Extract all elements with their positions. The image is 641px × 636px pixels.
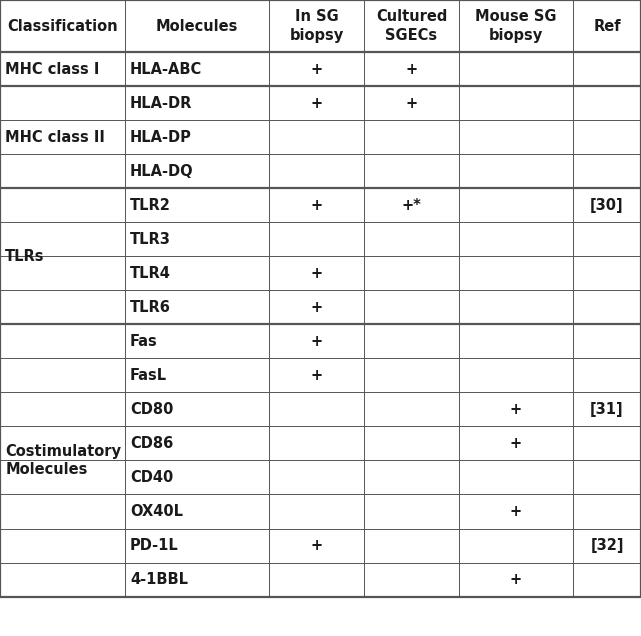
- Text: TLR3: TLR3: [130, 232, 171, 247]
- Text: PD-1L: PD-1L: [130, 538, 179, 553]
- Text: +: +: [311, 334, 322, 349]
- Text: +*: +*: [401, 198, 422, 213]
- Text: +: +: [406, 62, 417, 77]
- Text: CD80: CD80: [130, 402, 174, 417]
- Text: TLRs: TLRs: [5, 249, 45, 264]
- Text: MHC class II: MHC class II: [5, 130, 105, 145]
- Text: Fas: Fas: [130, 334, 158, 349]
- Text: CD86: CD86: [130, 436, 173, 451]
- Text: [32]: [32]: [590, 538, 624, 553]
- Text: +: +: [311, 538, 322, 553]
- Text: [30]: [30]: [590, 198, 624, 213]
- Text: +: +: [510, 504, 522, 519]
- Text: TLR4: TLR4: [130, 266, 171, 281]
- Text: +: +: [311, 95, 322, 111]
- Text: Mouse SG
biopsy: Mouse SG biopsy: [475, 10, 557, 43]
- Text: Ref: Ref: [593, 18, 621, 34]
- Text: 4-1BBL: 4-1BBL: [130, 572, 188, 587]
- Text: +: +: [311, 368, 322, 383]
- Text: +: +: [311, 266, 322, 281]
- Text: +: +: [510, 572, 522, 587]
- Text: TLR6: TLR6: [130, 300, 171, 315]
- Text: +: +: [510, 402, 522, 417]
- Text: HLA-DR: HLA-DR: [130, 95, 192, 111]
- Text: +: +: [510, 436, 522, 451]
- Text: HLA-DP: HLA-DP: [130, 130, 192, 145]
- Text: Classification: Classification: [7, 18, 118, 34]
- Text: [31]: [31]: [590, 402, 624, 417]
- Text: MHC class I: MHC class I: [5, 62, 99, 77]
- Text: Molecules: Molecules: [156, 18, 238, 34]
- Text: +: +: [406, 95, 417, 111]
- Text: In SG
biopsy: In SG biopsy: [290, 10, 344, 43]
- Text: +: +: [311, 300, 322, 315]
- Text: Costimulatory
Molecules: Costimulatory Molecules: [5, 444, 121, 477]
- Text: OX40L: OX40L: [130, 504, 183, 519]
- Text: HLA-ABC: HLA-ABC: [130, 62, 203, 77]
- Text: +: +: [311, 198, 322, 213]
- Text: CD40: CD40: [130, 470, 173, 485]
- Text: Cultured
SGECs: Cultured SGECs: [376, 10, 447, 43]
- Text: TLR2: TLR2: [130, 198, 171, 213]
- Text: +: +: [311, 62, 322, 77]
- Text: HLA-DQ: HLA-DQ: [130, 163, 194, 179]
- Text: FasL: FasL: [130, 368, 167, 383]
